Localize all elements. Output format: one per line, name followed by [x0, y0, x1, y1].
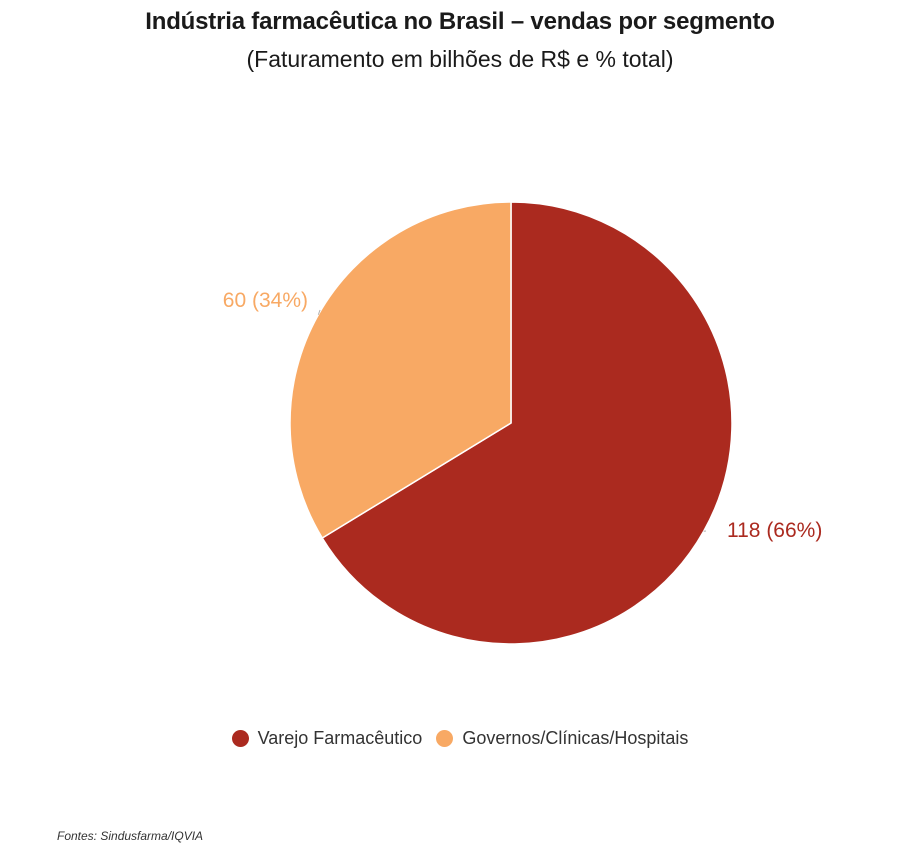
chart-subtitle: (Faturamento em bilhões de R$ e % total): [246, 46, 674, 72]
leader-line-2: [317, 309, 321, 315]
legend-item-2: Governos/Clínicas/Hospitais: [436, 728, 688, 749]
source-note: Fontes: Sindusfarma/IQVIA: [57, 829, 204, 843]
slice-label-1: 118 (66%): [727, 519, 822, 542]
legend-label: Varejo Farmacêutico: [257, 728, 423, 748]
chart-title: Indústria farmacêutica no Brasil – venda…: [145, 8, 775, 35]
pie-slice-1: [321, 201, 733, 645]
legend-item-1: Varejo Farmacêutico: [231, 728, 423, 749]
legend-dot-icon: [231, 730, 249, 747]
pie-chart: 118 (66%) 60 (34%): [223, 201, 822, 645]
chart-legend: Varejo Farmacêutico Governos/Clínicas/Hos…: [0, 728, 920, 749]
legend-label: Governos/Clínicas/Hospitais: [462, 728, 689, 748]
slice-label-2: 60 (34%): [223, 289, 308, 312]
legend-dot-icon: [436, 730, 454, 747]
